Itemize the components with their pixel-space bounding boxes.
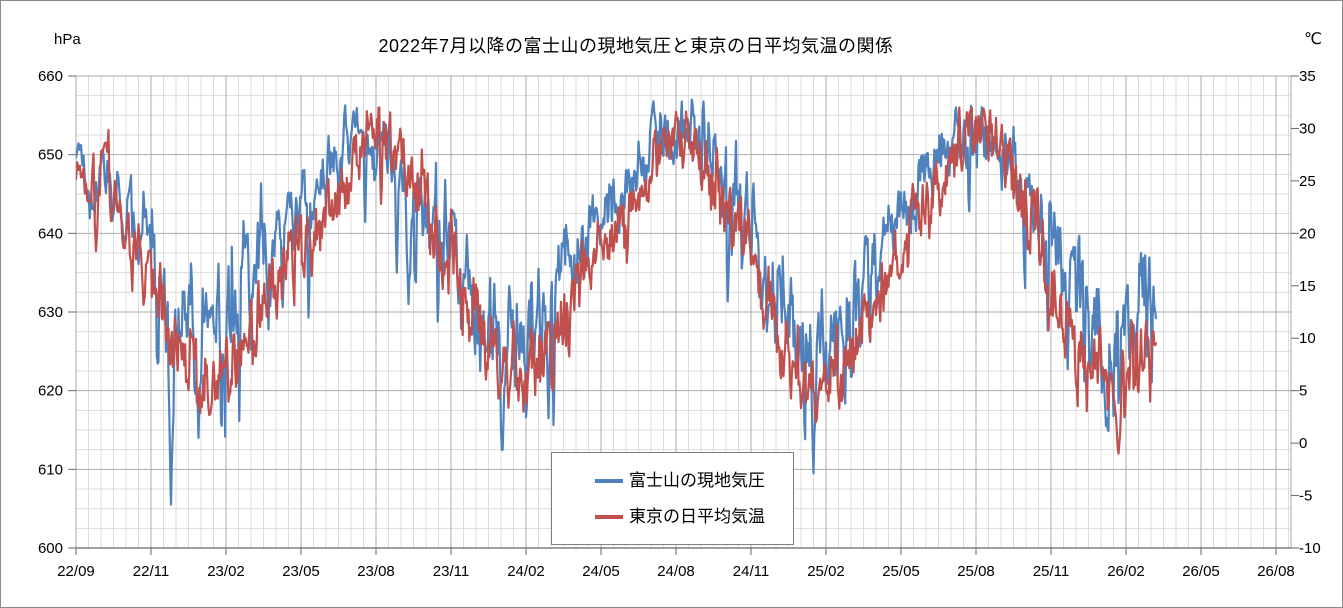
legend-label-temperature: 東京の日平均気温 [629, 507, 765, 526]
left-axis-unit: hPa [54, 31, 81, 48]
left-axis-labels: 660 650 640 630 620 610 600 [38, 68, 63, 557]
x-axis-ticks [75, 548, 1277, 555]
right-tick-label: 5 [1299, 383, 1307, 400]
left-axis-ticks [68, 75, 76, 549]
right-tick-label: 20 [1299, 225, 1316, 242]
right-tick-label: 25 [1299, 173, 1316, 190]
right-tick-label: 10 [1299, 330, 1316, 347]
x-axis-labels: 22/09 22/11 23/02 23/05 23/08 23/11 24/02 24/05… [57, 563, 1295, 580]
x-tick-label: 22/11 [133, 563, 169, 580]
left-tick-label: 600 [38, 540, 63, 557]
left-tick-label: 610 [38, 461, 63, 478]
x-tick-label: 25/02 [807, 563, 845, 580]
legend-label-pressure: 富士山の現地気圧 [629, 471, 765, 490]
series-lines [76, 98, 1158, 506]
right-tick-label: -10 [1299, 540, 1321, 557]
x-tick-label: 24/11 [733, 563, 769, 580]
x-tick-label: 26/05 [1182, 563, 1220, 580]
right-tick-label: 30 [1299, 120, 1316, 137]
x-tick-label: 26/02 [1107, 563, 1145, 580]
x-tick-label: 25/11 [1033, 563, 1069, 580]
x-tick-label: 23/05 [282, 563, 320, 580]
left-tick-label: 630 [38, 304, 63, 321]
x-tick-label: 26/08 [1257, 563, 1295, 580]
temperature-line [76, 106, 1158, 455]
left-tick-label: 640 [38, 225, 63, 242]
right-tick-label: -5 [1299, 488, 1312, 505]
x-tick-label: 25/05 [882, 563, 920, 580]
left-tick-label: 620 [38, 383, 63, 400]
x-tick-label: 24/08 [657, 563, 695, 580]
right-axis-labels: 35 30 25 20 15 10 5 0 -5 -10 [1299, 68, 1321, 557]
x-tick-label: 25/08 [957, 563, 995, 580]
x-tick-label: 22/09 [57, 563, 95, 580]
right-tick-label: 35 [1299, 68, 1316, 85]
right-axis-unit: ℃ [1304, 31, 1322, 48]
right-axis-ticks [1291, 75, 1299, 549]
x-tick-label: 23/02 [207, 563, 245, 580]
x-tick-label: 24/05 [582, 563, 620, 580]
x-tick-label: 24/02 [507, 563, 545, 580]
legend: 富士山の現地気圧 東京の日平均気温 [551, 452, 794, 545]
h-minor-gridlines [76, 95, 1291, 529]
chart-title: 2022年7月以降の富士山の現地気圧と東京の日平均気温の関係 [378, 36, 894, 56]
right-tick-label: 15 [1299, 278, 1316, 295]
right-tick-label: 0 [1299, 435, 1307, 452]
left-tick-label: 660 [38, 68, 63, 85]
legend-line-sample-temperature [595, 514, 623, 519]
x-tick-label: 23/11 [433, 563, 469, 580]
legend-entry-temperature: 東京の日平均気温 [595, 508, 793, 525]
left-tick-label: 650 [38, 147, 63, 164]
x-tick-label: 23/08 [357, 563, 395, 580]
legend-entry-pressure: 富士山の現地気圧 [595, 472, 793, 489]
legend-line-sample-pressure [595, 478, 623, 483]
